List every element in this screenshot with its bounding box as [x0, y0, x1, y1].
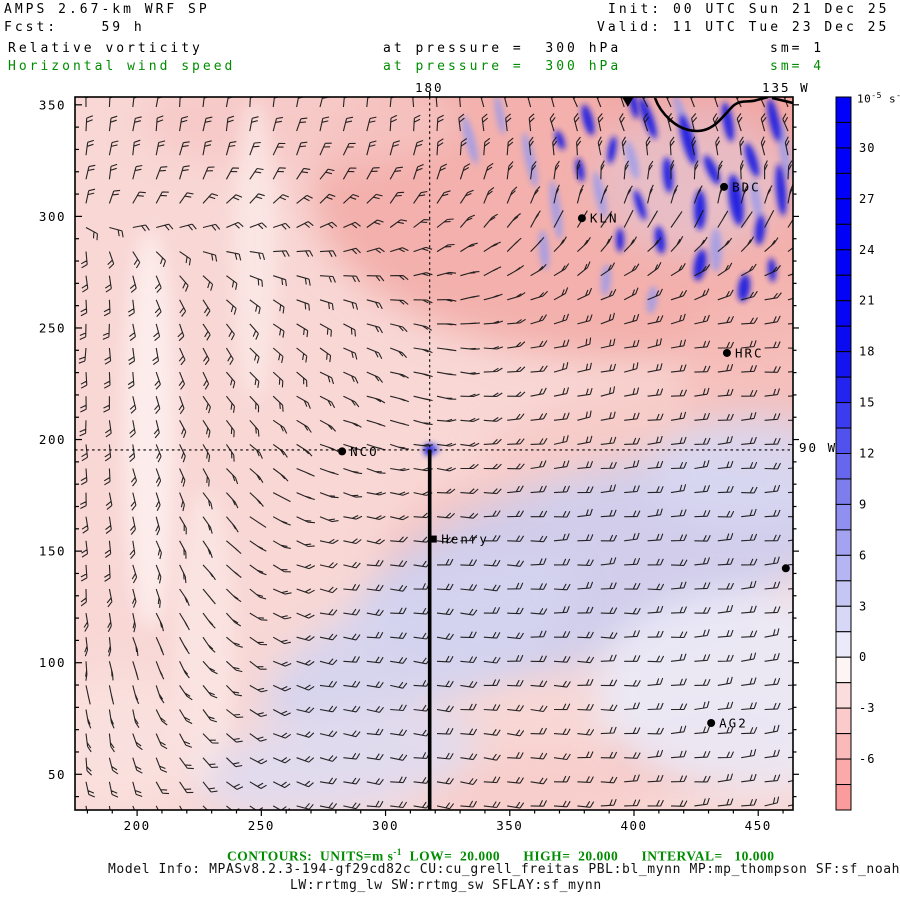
y-tick-label: 350: [39, 97, 66, 112]
model-info-line1: Model Info: MPASv8.2.3-194-gf29cd82c CU:…: [108, 862, 900, 877]
station-henry: Henry: [429, 532, 489, 547]
y-tick-label: 50: [48, 767, 66, 782]
field2-name: Horizontal wind speed: [8, 59, 236, 74]
meridian-and-contour-overlay: [75, 97, 793, 810]
x-tick-label: 300: [372, 818, 399, 833]
station-label: AG2: [719, 716, 748, 731]
colorbar-tick-label: 3: [859, 599, 867, 613]
contour-info-line: CONTOURS: UNITS=m s-1 LOW= 20.000 HIGH= …: [227, 847, 775, 864]
field1-smoothing: sm= 1: [770, 41, 825, 56]
colorbar-unit-label: 10-5 s-1: [857, 91, 900, 106]
colorbar-tick-label: 24: [859, 243, 875, 257]
colorbar-tick-label: 9: [859, 497, 867, 511]
vorticity-shading: [75, 97, 793, 810]
station-kln: KLN: [577, 211, 619, 226]
x-tick-label: 200: [124, 818, 151, 833]
meridian-90w-label: 90 W: [799, 440, 838, 455]
colorbar-tick-label: -3: [859, 701, 875, 715]
field1-name: Relative vorticity: [8, 41, 203, 56]
valid-time: Valid: 11 UTC Tue 23 Dec 25: [597, 20, 890, 35]
x-tick-label: 250: [248, 818, 275, 833]
field1-level: at pressure = 300 hPa: [383, 41, 622, 56]
colorbar-tick-label: 0: [859, 650, 867, 664]
colorbar-tick-label: 18: [859, 345, 875, 359]
station-label: KLN: [590, 211, 619, 226]
y-tick-label: 300: [39, 209, 66, 224]
station-label: NCO: [350, 444, 379, 459]
station-hrc: HRC: [722, 345, 764, 360]
model-info-line2: LW:rrtmg_lw SW:rrtmg_sw SFLAY:sf_mynn: [290, 878, 602, 893]
y-tick-label: 250: [39, 320, 66, 335]
colorbar-tick-label: 27: [859, 192, 875, 206]
field2-smoothing: sm= 4: [770, 59, 825, 74]
colorbar-tick-label: -6: [859, 752, 875, 766]
field2-level: at pressure = 300 hPa: [383, 59, 622, 74]
y-tick-label: 200: [39, 432, 66, 447]
meridian-180-label: 180: [415, 80, 444, 95]
station-marker: [781, 564, 790, 573]
colorbar-tick-label: 12: [859, 447, 875, 461]
station-nco: NCO: [338, 444, 379, 459]
y-tick-label: 100: [39, 655, 66, 670]
station-markers: KLN BDC HRC NCO Henry AG2: [338, 97, 790, 731]
axes-frame: 200 250 300 350 400 450 350 300 250 200 150 100 50: [39, 92, 799, 833]
colorbar-tick-label: 21: [859, 294, 875, 308]
x-tick-label: 350: [496, 818, 523, 833]
forecast-hour: Fcst: 59 h: [4, 20, 145, 35]
init-time: Init: 00 UTC Sun 21 Dec 25: [608, 2, 890, 17]
station-bdc: BDC: [720, 179, 761, 194]
model-title: AMPS 2.67-km WRF SP: [4, 2, 210, 17]
station-label: Henry: [441, 532, 489, 547]
x-tick-label: 400: [620, 818, 647, 833]
station-label: BDC: [732, 179, 761, 194]
colorbar-tick-label: 6: [859, 548, 867, 562]
wind-barb-field: [78, 97, 793, 810]
x-tick-label: 450: [745, 818, 772, 833]
colorbar-tick-label: 15: [859, 396, 875, 410]
colorbar-tick-label: 30: [859, 141, 875, 155]
station-ag2: AG2: [707, 716, 748, 731]
station-label: HRC: [735, 345, 764, 360]
meridian-135w-label: 135 W: [762, 80, 810, 95]
station-marker: [621, 97, 634, 107]
y-tick-label: 150: [39, 544, 66, 559]
